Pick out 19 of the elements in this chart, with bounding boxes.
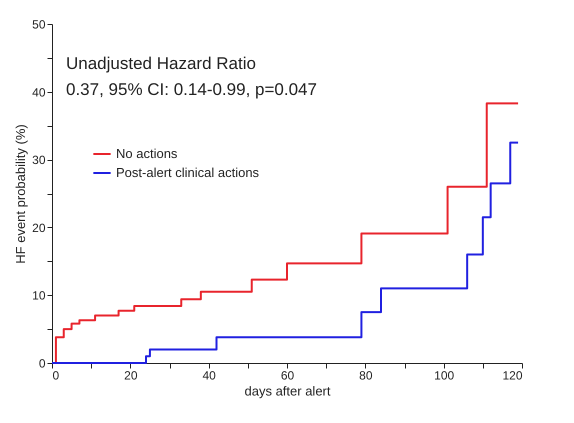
- x-tick-label: 120: [502, 368, 523, 382]
- x-tick-label: 0: [52, 368, 60, 382]
- x-tick-label: 80: [359, 368, 373, 382]
- y-tick-label: 0: [38, 356, 46, 370]
- y-tick-label: 20: [32, 220, 46, 235]
- y-tick-label: 50: [32, 18, 46, 32]
- x-tick-label: 40: [202, 368, 216, 382]
- x-tick-label: 60: [280, 368, 294, 382]
- annotation: 0.37, 95% CI: 0.14-0.99, p=0.047: [66, 80, 317, 99]
- legend-label: No actions: [116, 146, 178, 161]
- x-tick-label: 100: [434, 368, 454, 382]
- y-tick-label: 40: [32, 85, 46, 100]
- y-tick-label: 10: [32, 288, 46, 303]
- x-axis-title: days after alert: [244, 384, 331, 398]
- y-tick-label: 30: [32, 153, 46, 168]
- x-tick-label: 20: [124, 368, 138, 382]
- legend-label: Post-alert clinical actions: [116, 165, 260, 180]
- annotation: Unadjusted Hazard Ratio: [66, 54, 256, 73]
- y-axis-title: HF event probability (%): [13, 124, 28, 264]
